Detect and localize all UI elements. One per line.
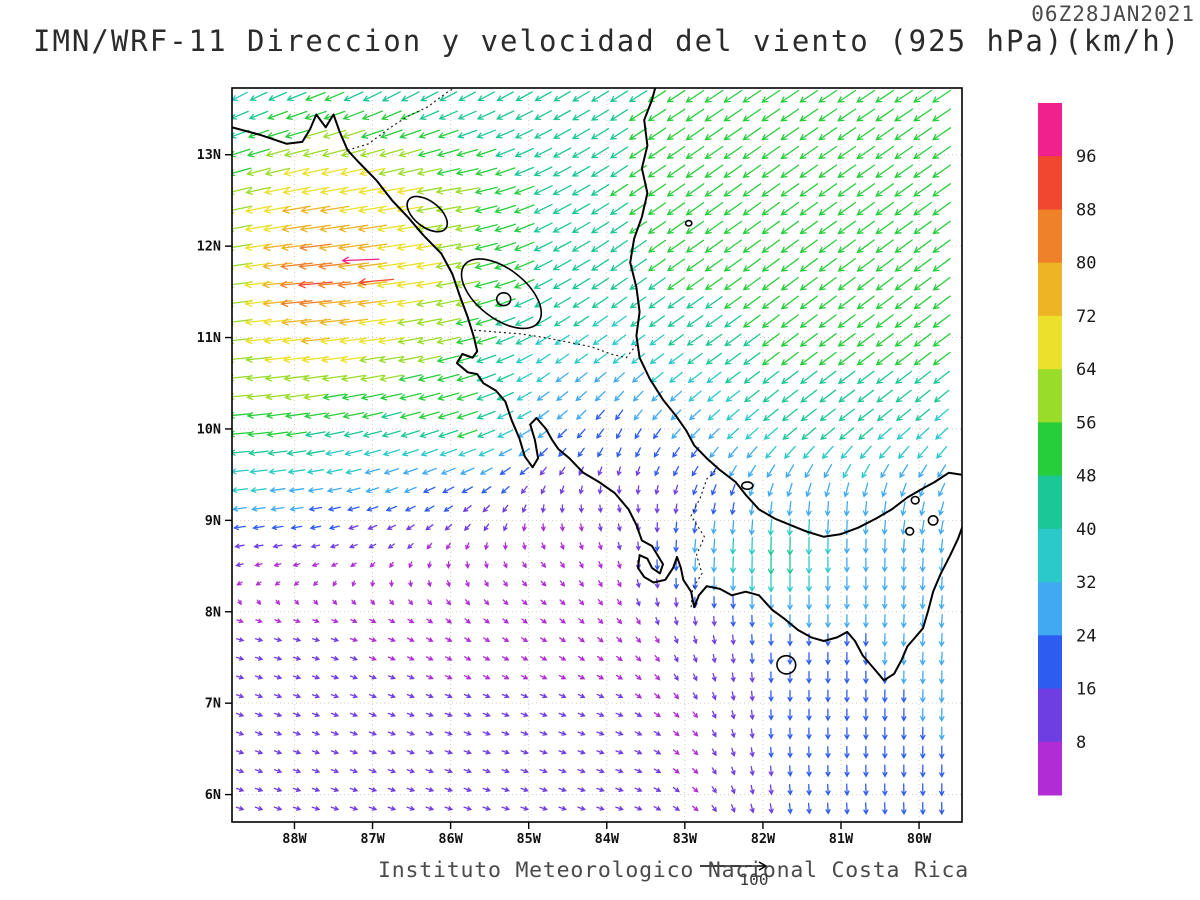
colorbar-tick-label: 56 (1076, 413, 1096, 433)
colorbar-segment (1038, 422, 1062, 477)
colorbar-segment (1038, 741, 1062, 796)
lon-tick-label: 87W (360, 831, 385, 847)
lat-tick-label: 12N (197, 239, 221, 255)
coiba-island (776, 654, 797, 675)
colorbar-segment (1038, 582, 1062, 636)
lon-tick-label: 86W (438, 831, 463, 847)
colorbar-tick-label: 80 (1076, 254, 1096, 274)
lon-tick-label: 81W (829, 831, 854, 847)
colorbar-tick-label: 64 (1076, 360, 1096, 380)
axis-labels: 13N 12N 11N 10N 9N 8N 7N 6N 88W 87W 86W 85W 84W 83W 82… (197, 147, 933, 847)
colorbar-tick-label: 40 (1076, 520, 1096, 540)
lat-tick-label: 13N (197, 147, 221, 163)
map-frame (231, 87, 963, 823)
bocas-islands (740, 481, 754, 491)
reference-vector-arrow (700, 861, 768, 871)
lon-tick-label: 83W (673, 831, 698, 847)
colorbar-segment (1038, 103, 1062, 157)
lat-tick-label: 7N (205, 696, 221, 712)
country-borders (347, 88, 717, 608)
colorbar-tick-label: 96 (1076, 147, 1096, 167)
graticule (232, 88, 962, 822)
lat-tick-label: 8N (205, 604, 221, 620)
wind-arrows-layer (232, 89, 952, 816)
colorbar-tick-label: 16 (1076, 680, 1096, 700)
coastline-pacific-mainland (232, 113, 962, 682)
lon-tick-label: 84W (595, 831, 620, 847)
colorbar-tick-label: 32 (1076, 573, 1096, 593)
colorbar-segment (1038, 315, 1062, 370)
coastline-caribbean-coast (629, 88, 962, 538)
colorbar-segment (1038, 209, 1062, 264)
taboga-islands (910, 495, 920, 505)
colorbar-segment (1038, 369, 1062, 423)
colorbar-tick-label: 8 (1076, 733, 1086, 753)
lat-tick-label: 9N (205, 513, 221, 529)
reference-vector-value: 100 (739, 870, 769, 889)
border-nicaragua-costa-rica (473, 329, 637, 359)
pearl-islands-a (927, 515, 939, 526)
colorbar-tick-label: 88 (1076, 201, 1096, 221)
colorbar-segment (1038, 262, 1062, 317)
border-nicaragua-honduras (347, 88, 455, 151)
colorbar-segment (1038, 156, 1062, 210)
colorbar-segment (1038, 688, 1062, 743)
page-title: IMN/WRF-11 Direccion y velocidad del vie… (33, 24, 1182, 58)
border-costa-rica-panama (690, 469, 717, 608)
institute-caption: Instituto Meteorologico Nacional Costa R… (378, 858, 969, 883)
lat-tick-label: 10N (197, 421, 221, 437)
lat-tick-label: 11N (197, 330, 221, 346)
lon-tick-label: 82W (751, 831, 776, 847)
colorbar-tick-label: 24 (1076, 626, 1096, 646)
colorbar-segment (1038, 635, 1062, 689)
colorbar-segment (1038, 475, 1062, 530)
colorbar: 96 88 80 72 64 56 48 40 32 24 16 8 (1038, 103, 1096, 796)
corn-island (684, 219, 693, 227)
lat-tick-label: 6N (205, 787, 221, 803)
lake-nicaragua (460, 258, 543, 330)
colorbar-tick-label: 72 (1076, 307, 1096, 327)
lake-managua (406, 195, 449, 233)
lon-tick-label: 88W (282, 831, 307, 847)
lon-tick-label: 80W (907, 831, 932, 847)
colorbar-segment (1038, 528, 1062, 583)
coastlines (232, 88, 962, 682)
colorbar-tick-label: 48 (1076, 467, 1096, 487)
ometepe-island (495, 292, 512, 307)
lon-tick-label: 85W (516, 831, 541, 847)
valid-time-label: 06Z28JAN2021 (1031, 2, 1195, 26)
pearl-islands-b (904, 526, 915, 536)
